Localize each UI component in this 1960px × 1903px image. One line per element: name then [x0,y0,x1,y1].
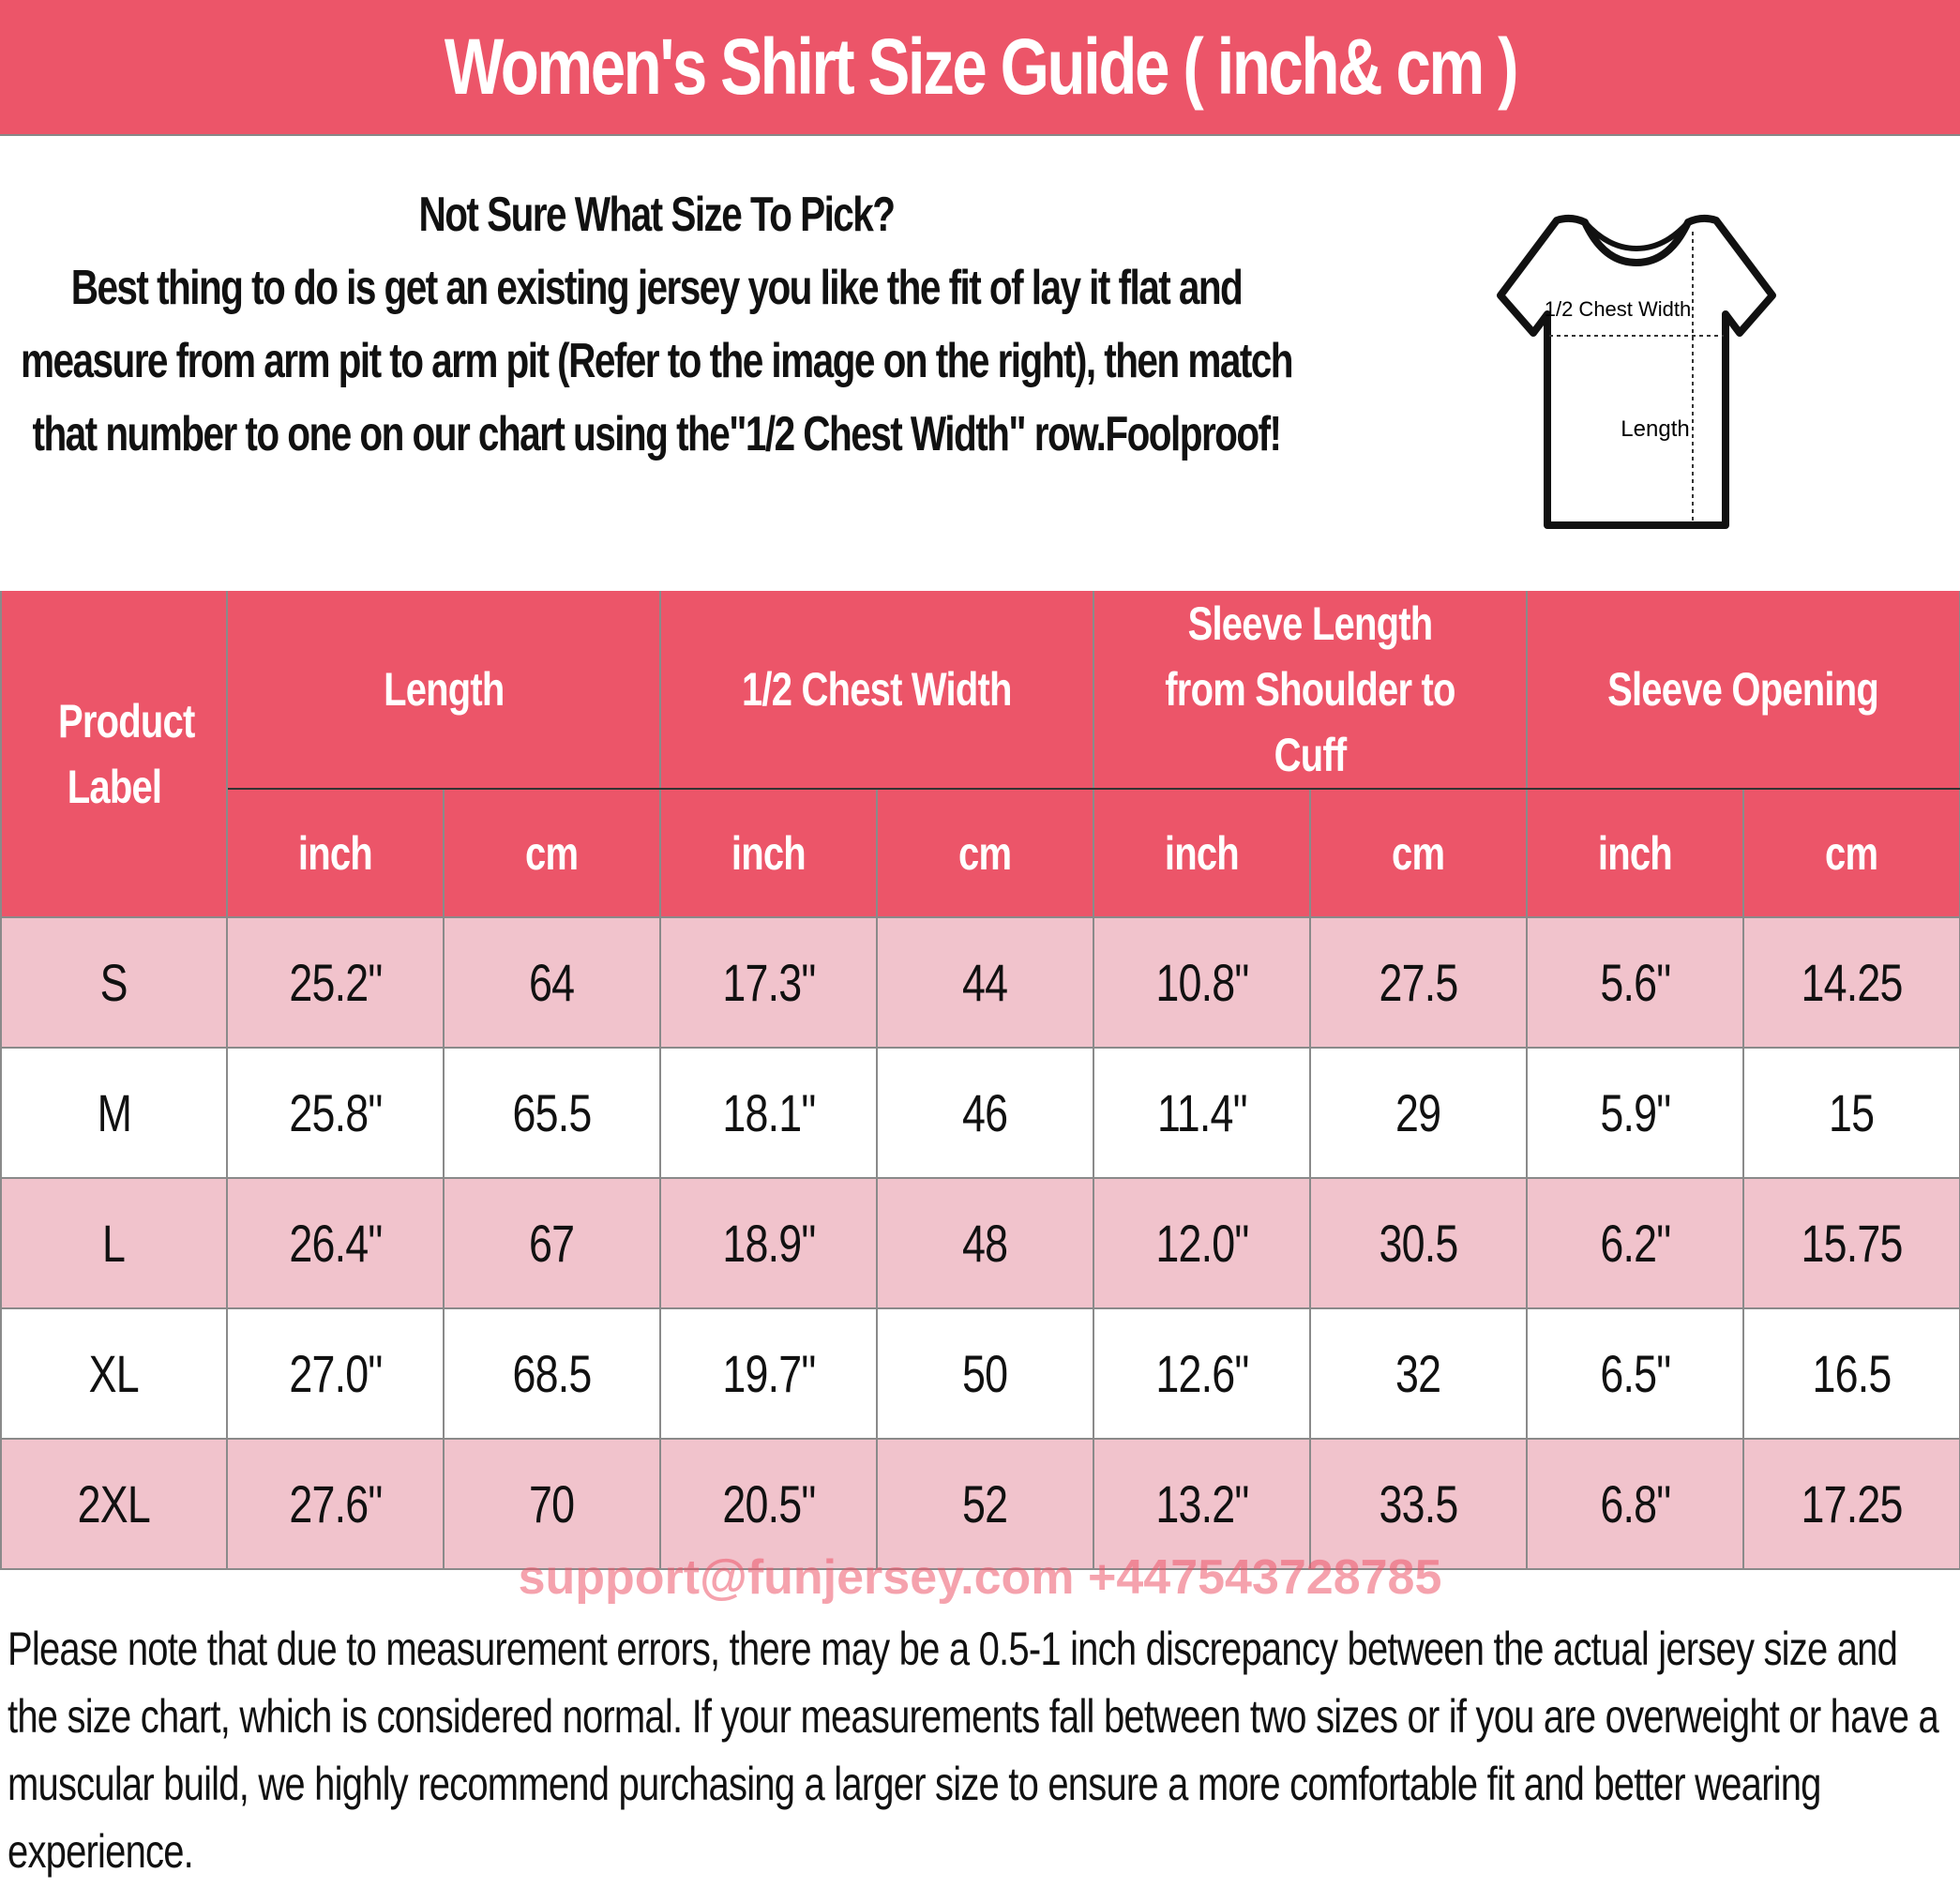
measurement-cell: 18.1" [659,1047,879,1179]
group-header: Length [225,591,662,790]
measurement-cell: 27.6" [226,1438,445,1570]
measurement-cell: 65.5 [442,1047,662,1179]
measurement-cell: 12.6" [1093,1307,1312,1440]
size-label: L [0,1177,228,1309]
size-table: Product Label Length 1/2 Chest Width Sle… [0,591,1960,1570]
measurement-cell: 48 [876,1177,1095,1309]
label-header: Product Label [0,591,228,918]
measurement-cell: 6.5" [1526,1307,1745,1440]
length-label: Length [1621,416,1689,442]
intro-body: Best thing to do is get an existing jers… [20,261,1294,461]
page-title: Women's Shirt Size Guide ( inch& cm ) [444,23,1518,111]
size-label: 2XL [0,1438,228,1570]
group-header: Sleeve Opening [1526,591,1960,790]
measurement-cell: 10.8" [1093,916,1312,1049]
measurement-cell: 6.8" [1526,1438,1745,1570]
measurement-cell: 44 [876,916,1095,1049]
measurement-cell: 50 [876,1307,1095,1440]
measurement-cell: 17.3" [659,916,879,1049]
table-row: 2XL 27.6" 70 20.5" 52 13.2" 33.5 6.8" 17.25 [0,1438,1960,1570]
measurement-cell: 29 [1309,1047,1529,1179]
measurement-cell: 25.8" [226,1047,445,1179]
unit-header: inch [659,788,879,918]
measurement-cell: 13.2" [1093,1438,1312,1570]
unit-header: cm [1309,788,1529,918]
table-row: XL 27.0" 68.5 19.7" 50 12.6" 32 6.5" 16.5 [0,1307,1960,1440]
unit-header: inch [1093,788,1312,918]
chest-label: 1/2 Chest Width [1545,297,1692,321]
measurement-cell: 27.0" [226,1307,445,1440]
unit-header: inch [226,788,445,918]
size-label: XL [0,1307,228,1440]
unit-header: cm [1742,788,1960,918]
table-row: L 26.4" 67 18.9" 48 12.0" 30.5 6.2" 15.75 [0,1177,1960,1309]
measurement-cell: 52 [876,1438,1095,1570]
measurement-cell: 30.5 [1309,1177,1529,1309]
size-label: S [0,916,228,1049]
unit-header: cm [876,788,1095,918]
intro-text: Not Sure What Size To Pick? Best thing t… [0,178,1313,471]
measurement-cell: 12.0" [1093,1177,1312,1309]
table-row: S 25.2" 64 17.3" 44 10.8" 27.5 5.6" 14.25 [0,916,1960,1049]
table-row: M 25.8" 65.5 18.1" 46 11.4" 29 5.9" 15 [0,1047,1960,1179]
measurement-cell: 70 [442,1438,662,1570]
measurement-cell: 18.9" [659,1177,879,1309]
group-header: 1/2 Chest Width [659,591,1095,790]
measurement-cell: 16.5 [1742,1307,1960,1440]
measurement-cell: 33.5 [1309,1438,1529,1570]
measurement-cell: 64 [442,916,662,1049]
measurement-cell: 25.2" [226,916,445,1049]
measurement-cell: 27.5 [1309,916,1529,1049]
measurement-cell: 68.5 [442,1307,662,1440]
intro-heading: Not Sure What Size To Pick? [418,188,896,242]
measurement-cell: 26.4" [226,1177,445,1309]
measurement-cell: 19.7" [659,1307,879,1440]
measurement-cell: 6.2" [1526,1177,1745,1309]
unit-header: cm [442,788,662,918]
measurement-cell: 67 [442,1177,662,1309]
measurement-cell: 15.75 [1742,1177,1960,1309]
measurement-cell: 5.6" [1526,916,1745,1049]
measurement-cell: 15 [1742,1047,1960,1179]
group-header: Sleeve Length from Shoulder to Cuff [1093,591,1529,790]
size-label: M [0,1047,228,1179]
measurement-cell: 11.4" [1093,1047,1312,1179]
measurement-cell: 32 [1309,1307,1529,1440]
disclaimer-note: Please note that due to measurement erro… [8,1623,1939,1878]
measurement-cell: 17.25 [1742,1438,1960,1570]
unit-header: inch [1526,788,1745,918]
measurement-cell: 20.5" [659,1438,879,1570]
measurement-cell: 14.25 [1742,916,1960,1049]
shirt-diagram-icon: 1/2 Chest Width Length [1497,214,1776,529]
title-bar: Women's Shirt Size Guide ( inch& cm ) [0,0,1960,136]
measurement-cell: 46 [876,1047,1095,1179]
measurement-cell: 5.9" [1526,1047,1745,1179]
